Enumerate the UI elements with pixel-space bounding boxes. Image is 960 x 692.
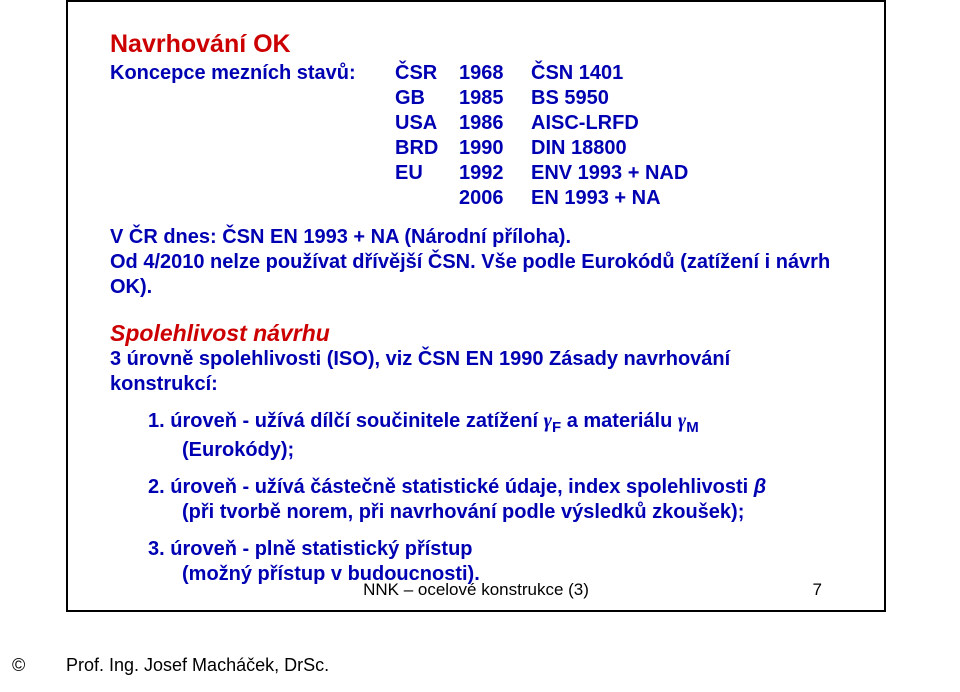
page: Navrhování OK Koncepce mezních stavů: ČS…: [0, 0, 960, 692]
text: 3. úroveň - plně statistický přístup: [148, 538, 473, 560]
standards-table: ČSR 1968 ČSN 1401 GB 1985 BS 5950 USA 19…: [395, 61, 688, 211]
text: Od 4/2010 nelze používat dřívější ČSN. V…: [110, 251, 830, 298]
cell-code: DIN 18800: [531, 136, 627, 161]
text: V ČR dnes: ČSN EN 1993 + NA (Národní pří…: [110, 226, 571, 248]
cell-code: BS 5950: [531, 86, 609, 111]
paragraph-current-standard: V ČR dnes: ČSN EN 1993 + NA (Národní pří…: [110, 225, 842, 300]
subtitle-row: Koncepce mezních stavů: ČSR 1968 ČSN 140…: [110, 61, 842, 211]
levels-intro: 3 úrovně spolehlivosti (ISO), viz ČSN EN…: [110, 347, 842, 397]
cell-year: 1990: [459, 136, 531, 161]
gamma-symbol: γ: [544, 410, 552, 432]
level-2: 2. úroveň - užívá částečně statistické ú…: [110, 475, 842, 525]
level-1: 1. úroveň - užívá dílčí součinitele zatí…: [110, 409, 842, 463]
footer-text: NNK – ocelové konstrukce (3): [363, 580, 589, 599]
subscript-f: F: [552, 419, 561, 436]
cell-country: GB: [395, 86, 459, 111]
cell-code: EN 1993 + NA: [531, 186, 661, 211]
cell-year: 1992: [459, 161, 531, 186]
cell-country: ČSR: [395, 61, 459, 86]
table-row: 2006 EN 1993 + NA: [395, 186, 688, 211]
cell-year: 1968: [459, 61, 531, 86]
slide-frame: Navrhování OK Koncepce mezních stavů: ČS…: [66, 0, 886, 612]
page-number: 7: [813, 580, 822, 600]
text-continuation: (při tvorbě norem, při navrhování podle …: [148, 500, 842, 525]
text-continuation: (Eurokódy);: [148, 438, 842, 463]
cell-country: USA: [395, 111, 459, 136]
table-row: BRD 1990 DIN 18800: [395, 136, 688, 161]
cell-year: 2006: [459, 186, 531, 211]
table-row: ČSR 1968 ČSN 1401: [395, 61, 688, 86]
table-row: USA 1986 AISC-LRFD: [395, 111, 688, 136]
subtitle: Koncepce mezních stavů:: [110, 62, 395, 85]
cell-code: AISC-LRFD: [531, 111, 639, 136]
cell-country: [395, 186, 459, 211]
gamma-symbol: γ: [678, 410, 686, 432]
cell-code: ČSN 1401: [531, 61, 623, 86]
cell-country: EU: [395, 161, 459, 186]
subscript-m: M: [686, 419, 699, 436]
table-row: GB 1985 BS 5950: [395, 86, 688, 111]
slide-title: Navrhování OK: [110, 30, 842, 59]
copyright-symbol: ©: [12, 655, 25, 676]
text: 2. úroveň - užívá částečně statistické ú…: [148, 476, 754, 498]
text: 1. úroveň - užívá dílčí součinitele zatí…: [148, 410, 544, 432]
beta-symbol: β: [754, 476, 766, 498]
text: a materiálu: [561, 410, 678, 432]
cell-country: BRD: [395, 136, 459, 161]
table-row: EU 1992 ENV 1993 + NAD: [395, 161, 688, 186]
cell-year: 1986: [459, 111, 531, 136]
cell-code: ENV 1993 + NAD: [531, 161, 688, 186]
cell-year: 1985: [459, 86, 531, 111]
author-name: Prof. Ing. Josef Macháček, DrSc.: [66, 655, 329, 676]
heading-reliability: Spolehlivost návrhu: [110, 320, 842, 347]
slide-footer: NNK – ocelové konstrukce (3): [68, 580, 884, 600]
